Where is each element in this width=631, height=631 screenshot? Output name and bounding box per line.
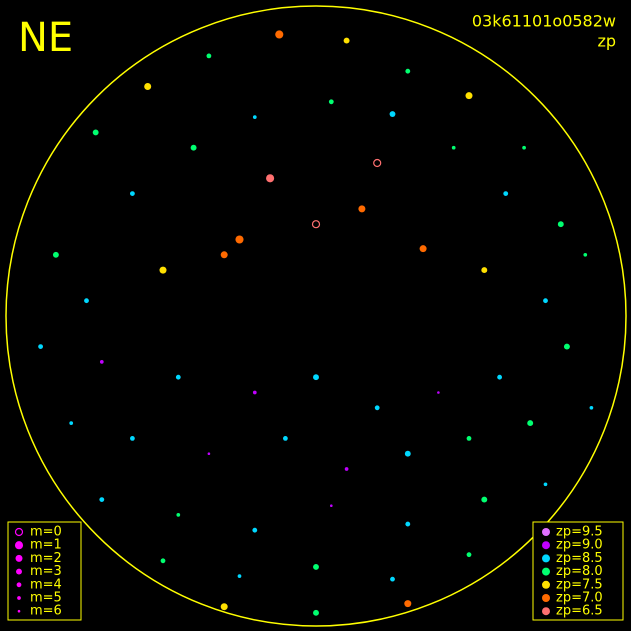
size-legend-label: m=6 [30,604,62,619]
size-legend-marker [15,554,23,562]
star-point [466,552,472,558]
size-legend-label: m=0 [30,525,62,540]
star-point [283,436,288,441]
star-point [99,360,104,364]
star-point [52,251,59,258]
star-point [69,421,74,425]
chart-title: NE [18,15,73,61]
size-legend-marker [16,568,22,575]
star-point [390,576,395,582]
chart-subtitle: 03k61101o0582w [472,12,616,31]
color-legend-label: zp=7.0 [556,591,603,606]
star-point [220,251,228,259]
star-point [313,374,319,381]
color-legend-marker [542,567,550,576]
star-point [237,574,242,578]
size-legend-marker [16,582,22,588]
star-point [358,205,366,213]
star-point [373,158,382,168]
star-point [527,420,534,427]
color-legend-marker [542,594,550,602]
star-point [389,111,396,117]
star-point [130,436,135,441]
color-legend-label: zp=6.5 [556,604,603,619]
star-point [404,600,412,608]
size-legend-label: m=3 [30,564,62,579]
star-point [543,482,548,487]
star-point [503,191,509,197]
color-legend-label: zp=9.5 [556,525,603,540]
color-legend-marker [542,554,550,563]
color-legend-label: zp=7.5 [556,577,603,592]
color-legend-marker [542,580,550,589]
star-point [465,92,473,100]
size-legend-marker [17,609,21,613]
size-legend-label: m=4 [30,577,62,592]
star-point [543,298,548,304]
star-point [522,145,526,150]
star-point [130,191,135,197]
star-point [563,343,570,350]
star-point [374,405,380,411]
color-legend-label: zp=8.5 [556,551,603,566]
star-point [190,144,197,151]
star-point [207,452,211,456]
star-point [405,68,411,74]
star-point [343,37,350,44]
star-point [404,450,411,457]
color-legend-label: zp=9.0 [556,538,603,553]
star-point [84,298,89,304]
star-point [160,558,166,564]
star-point [481,496,488,503]
size-legend-marker [14,527,24,537]
star-point [583,252,588,257]
star-point [99,497,105,502]
star-point [589,405,594,410]
star-point [275,30,284,39]
star-point [252,115,257,119]
size-legend-label: m=2 [30,551,62,566]
star-point [252,527,258,533]
star-point [481,267,488,274]
color-legend-marker [542,528,550,536]
star-point [175,374,181,380]
star-point [557,221,564,228]
star-point [38,344,43,349]
star-point [419,245,427,253]
star-point [159,266,167,274]
star-point [266,174,275,183]
star-point [92,129,99,136]
star-point [330,504,333,508]
color-legend-label: zp=8.0 [556,564,603,579]
star-point [252,390,257,395]
color-legend-marker [542,607,550,616]
size-legend-label: m=5 [30,591,62,606]
star-point [313,609,319,616]
star-point [313,563,319,570]
star-point [497,374,502,380]
size-legend-label: m=1 [30,538,62,553]
star-point [311,220,321,229]
color-legend-marker [542,541,550,550]
color-label: zp [597,32,616,51]
star-point [206,53,212,59]
size-legend-marker [17,596,21,600]
star-point [466,436,472,441]
star-point [344,467,349,471]
star-point [220,603,228,611]
size-legend-marker [14,541,24,550]
star-point [176,513,181,517]
star-point [405,521,411,527]
star-point [144,83,152,90]
star-point [328,99,334,105]
star-point [235,235,244,244]
sky-circle [5,5,627,627]
star-point [451,145,456,150]
star-point [437,391,440,394]
